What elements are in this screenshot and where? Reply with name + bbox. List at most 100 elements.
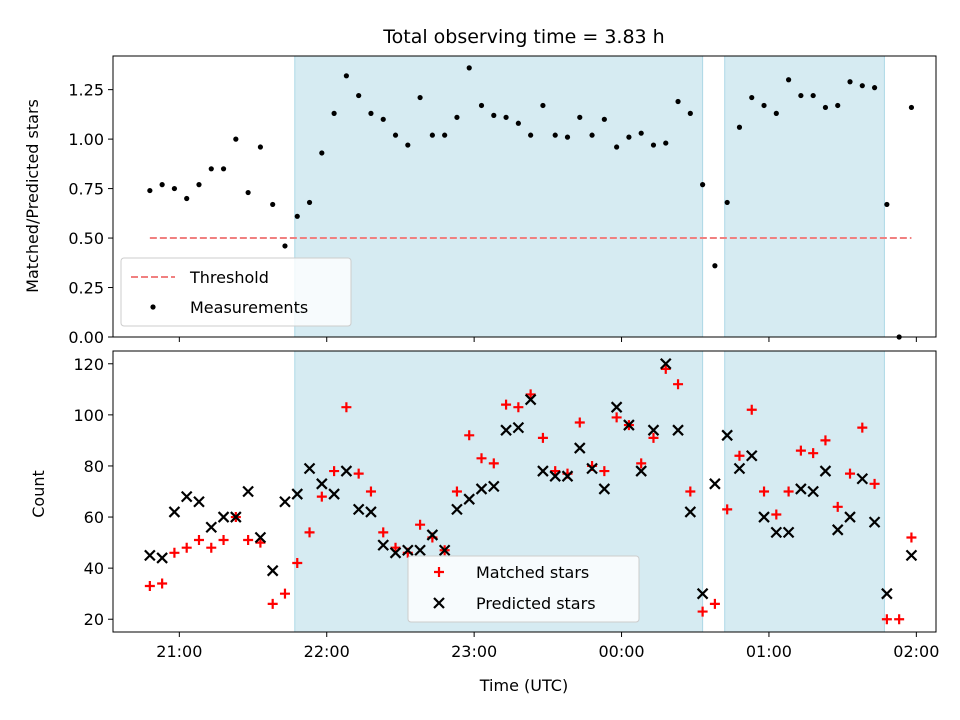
measurement-point (884, 201, 890, 208)
x-tick-label: 23:00 (451, 642, 497, 661)
measurement-point (343, 73, 349, 79)
predicted-star-point (463, 493, 476, 505)
predicted-star-point (242, 485, 254, 498)
measurement-point (785, 77, 792, 83)
matched-star-point (464, 430, 475, 441)
y-tick-label: 1.25 (68, 81, 104, 100)
matched-star-point (144, 581, 155, 592)
measurement-point (208, 166, 214, 172)
matched-star-point (501, 399, 512, 410)
measurement-point (749, 94, 755, 101)
matched-star-point (267, 598, 278, 609)
y-tick-label: 120 (73, 355, 104, 374)
x-tick-label: 21:00 (156, 642, 202, 661)
matched-star-point (660, 363, 671, 374)
count-plot-area (144, 357, 918, 625)
predicted-star-point (180, 490, 193, 503)
measurement-point (724, 199, 730, 206)
legend-threshold-label: Threshold (189, 268, 269, 287)
predicted-star-point (438, 544, 451, 557)
matched-star-point (550, 466, 561, 477)
predicted-star-point (831, 524, 844, 536)
matched-star-point (181, 542, 192, 553)
predicted-star-point (303, 462, 316, 475)
measurement-point (736, 124, 743, 130)
measurement-point (700, 182, 706, 188)
matched-star-point (341, 402, 352, 413)
predicted-star-point (524, 393, 537, 406)
y-tick-label: 100 (73, 406, 104, 425)
measurement-point (822, 104, 829, 111)
measurement-point (871, 85, 878, 91)
predicted-star-point (745, 449, 758, 462)
predicted-star-point (795, 483, 807, 495)
matched-star-point (881, 614, 892, 625)
measurement-point (171, 185, 178, 192)
y-tick-label: 40 (84, 559, 104, 578)
legend-frame (120, 257, 352, 327)
predicted-star-point (598, 483, 611, 495)
ratio-legend: Threshold Measurements (120, 257, 352, 327)
matched-star-point (206, 542, 217, 553)
measurement-point (761, 102, 767, 109)
measurement-point (478, 102, 485, 109)
y-tick-label: 0.75 (68, 180, 104, 199)
matched-star-point (869, 478, 880, 489)
ratio-panel: 0.00 0.25 0.50 0.75 1.00 1.25 Matched/Predict… (23, 55, 937, 347)
predicted-star-point (168, 506, 181, 518)
x-tick-label: 02:00 (893, 642, 939, 661)
predicted-star-point (696, 587, 709, 600)
count-legend: Matched stars Predicted stars (407, 555, 640, 623)
matched-star-point (820, 435, 831, 446)
predicted-star-point (352, 503, 365, 516)
y-tick-label: 20 (84, 610, 104, 629)
legend-matched-swatch (434, 567, 444, 577)
matched-star-point (722, 504, 733, 515)
matched-star-point (415, 519, 426, 530)
predicted-star-point (647, 424, 660, 436)
matched-star-point (353, 468, 364, 479)
matched-star-point (648, 432, 659, 443)
measurement-point (847, 79, 853, 85)
measurement-point (908, 104, 915, 111)
measurement-point (368, 110, 374, 116)
matched-star-point (537, 432, 548, 443)
measurement-point (306, 199, 313, 206)
predicted-star-point (328, 488, 340, 500)
predicted-star-point (291, 488, 304, 500)
legend-predicted-swatch (433, 597, 445, 609)
predicted-star-point (721, 429, 733, 442)
matched-star-point (734, 450, 745, 461)
matched-star-point (697, 606, 708, 617)
predicted-star-point (573, 442, 586, 454)
predicted-star-point (205, 521, 218, 534)
measurement-point (663, 140, 669, 146)
matched-star-point (636, 458, 647, 469)
y-tick-label: 1.00 (68, 130, 104, 149)
y-tick-label: 60 (84, 508, 104, 527)
measurement-point (405, 142, 411, 148)
matched-star-point (365, 486, 376, 497)
matched-star-point (746, 404, 757, 415)
predicted-star-point (402, 544, 414, 557)
matched-star-point (857, 422, 868, 433)
x-tick-label: 00:00 (598, 642, 644, 661)
predicted-star-point (475, 483, 488, 495)
ratio-plot-area (147, 65, 915, 340)
measurement-point (540, 102, 546, 109)
matched-star-point (759, 486, 770, 497)
predicted-star-point (758, 511, 770, 523)
x-axis-label: Time (UTC) (479, 676, 568, 695)
matched-star-point (378, 527, 389, 538)
predicted-star-point (684, 506, 697, 518)
predicted-star-point (414, 544, 426, 557)
predicted-star-point (193, 495, 205, 508)
measurement-point (196, 182, 202, 188)
matched-star-point (808, 448, 819, 459)
matched-star-point (169, 547, 180, 558)
matched-star-point (845, 468, 856, 479)
measurement-point (491, 112, 497, 118)
predicted-star-point (610, 401, 623, 413)
measurement-point (392, 132, 399, 138)
predicted-star-point (156, 552, 168, 564)
